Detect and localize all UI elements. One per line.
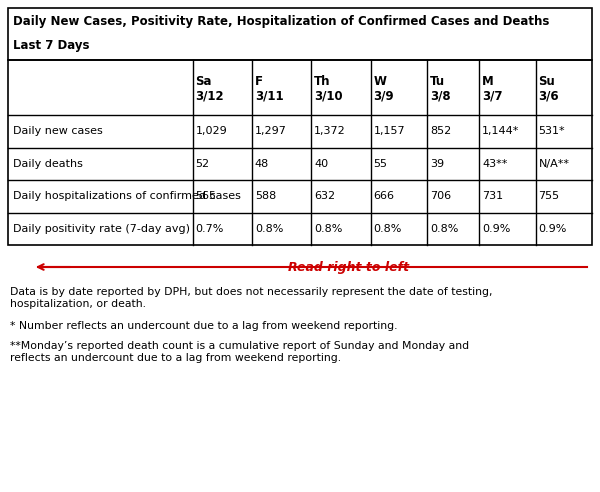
Text: 666: 666: [374, 191, 395, 201]
Text: 48: 48: [255, 159, 269, 169]
Text: 1,157: 1,157: [374, 126, 405, 136]
Text: 0.7%: 0.7%: [196, 224, 224, 234]
Text: N/A**: N/A**: [539, 159, 569, 169]
Bar: [8, 60, 592, 245]
Text: 3/10: 3/10: [314, 89, 343, 102]
Text: 3/7: 3/7: [482, 89, 503, 102]
Text: 0.8%: 0.8%: [374, 224, 402, 234]
Text: 531*: 531*: [539, 126, 565, 136]
Text: 0.8%: 0.8%: [314, 224, 343, 234]
Text: 0.9%: 0.9%: [482, 224, 511, 234]
Text: Read right to left: Read right to left: [288, 260, 409, 274]
Text: 852: 852: [430, 126, 451, 136]
Text: W: W: [374, 75, 386, 88]
Text: 731: 731: [482, 191, 503, 201]
Text: 39: 39: [430, 159, 444, 169]
Text: Daily positivity rate (7-day avg): Daily positivity rate (7-day avg): [13, 224, 190, 234]
Text: 706: 706: [430, 191, 451, 201]
Text: 3/12: 3/12: [196, 89, 224, 102]
Text: **Monday’s reported death count is a cumulative report of Sunday and Monday and
: **Monday’s reported death count is a cum…: [10, 341, 469, 363]
Bar: [8, 8, 592, 60]
Text: 3/6: 3/6: [539, 89, 559, 102]
Text: Daily deaths: Daily deaths: [13, 159, 83, 169]
Text: Sa: Sa: [196, 75, 212, 88]
Text: 55: 55: [374, 159, 388, 169]
Text: 1,297: 1,297: [255, 126, 287, 136]
Text: Su: Su: [539, 75, 556, 88]
Text: Daily New Cases, Positivity Rate, Hospitalization of Confirmed Cases and Deaths: Daily New Cases, Positivity Rate, Hospit…: [13, 16, 550, 29]
Text: 40: 40: [314, 159, 328, 169]
Text: Tu: Tu: [430, 75, 445, 88]
Text: Th: Th: [314, 75, 331, 88]
Text: F: F: [255, 75, 263, 88]
Text: 3/9: 3/9: [374, 89, 394, 102]
Text: 632: 632: [314, 191, 335, 201]
Text: * Number reflects an undercount due to a lag from weekend reporting.: * Number reflects an undercount due to a…: [10, 321, 398, 331]
Text: 0.8%: 0.8%: [255, 224, 283, 234]
Text: 565: 565: [196, 191, 217, 201]
Text: 3/11: 3/11: [255, 89, 284, 102]
Text: 1,144*: 1,144*: [482, 126, 520, 136]
Text: 1,372: 1,372: [314, 126, 346, 136]
Text: Daily hospitalizations of confirmed cases: Daily hospitalizations of confirmed case…: [13, 191, 241, 201]
Text: 588: 588: [255, 191, 276, 201]
Text: 0.9%: 0.9%: [539, 224, 567, 234]
Text: 755: 755: [539, 191, 560, 201]
Text: 43**: 43**: [482, 159, 508, 169]
Text: M: M: [482, 75, 494, 88]
Text: Data is by date reported by DPH, but does not necessarily represent the date of : Data is by date reported by DPH, but doe…: [10, 287, 493, 308]
Text: 1,029: 1,029: [196, 126, 227, 136]
Text: 52: 52: [196, 159, 209, 169]
Text: 3/8: 3/8: [430, 89, 451, 102]
Text: 0.8%: 0.8%: [430, 224, 458, 234]
Text: Daily new cases: Daily new cases: [13, 126, 103, 136]
Text: Last 7 Days: Last 7 Days: [13, 39, 89, 53]
